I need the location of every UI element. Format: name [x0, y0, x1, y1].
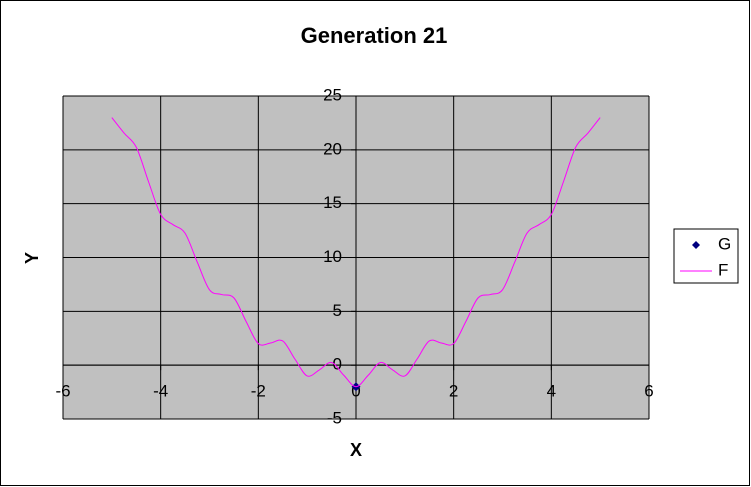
x-tick-label: -2: [251, 382, 266, 401]
y-tick-label: 25: [323, 85, 342, 104]
x-tick-label: 4: [547, 382, 556, 401]
y-tick-label: -5: [327, 408, 342, 427]
legend-box: [673, 228, 739, 284]
y-tick-label: 5: [333, 301, 342, 320]
y-tick-label: 10: [323, 247, 342, 266]
x-tick-label: -6: [55, 382, 70, 401]
legend-swatch: [692, 241, 700, 249]
legend-label: F: [718, 260, 728, 279]
x-axis-title: X: [350, 440, 362, 460]
y-tick-label: 0: [333, 355, 342, 374]
chart-title: Generation 21: [301, 23, 448, 48]
x-tick-label: -4: [153, 382, 168, 401]
y-tick-label: 15: [323, 193, 342, 212]
x-tick-label: 6: [644, 382, 653, 401]
x-tick-label: 2: [449, 382, 458, 401]
y-tick-label: 20: [323, 139, 342, 158]
y-axis-title: Y: [22, 252, 42, 264]
legend-label: G: [718, 234, 731, 253]
series-line: [111, 117, 601, 388]
